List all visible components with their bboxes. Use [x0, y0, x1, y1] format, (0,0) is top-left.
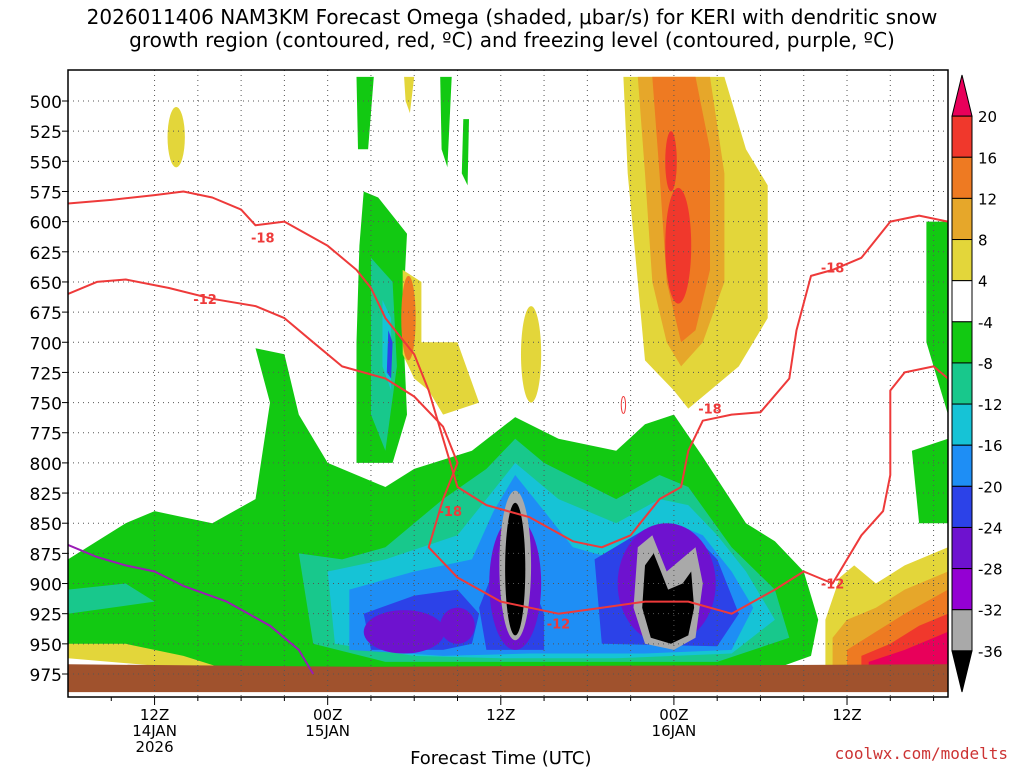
x-tick-label-3-0: 00Z [659, 706, 688, 724]
colorbar-bottom-triangle [951, 650, 973, 693]
colorbar-swatch-13 [951, 609, 973, 652]
colorbar: 20 16 12 8 4 -4 -8 -12 -16 -20 -24 -28 -32 -36 [951, 74, 1003, 693]
colorbar-label-9: -20 [978, 478, 1003, 496]
contour-label-2: -18 [439, 505, 463, 520]
dgz-minus12-contour [68, 278, 948, 615]
colorbar-top-triangle [951, 74, 973, 117]
y-tick-label-850: 850 [30, 515, 62, 535]
y-tick-label-575: 575 [30, 183, 62, 203]
x-tick-label-0-2: 2026 [135, 738, 173, 756]
colorbar-swatch-6 [951, 321, 973, 364]
dgz-small-contour [620, 396, 627, 414]
omega-green-upper-3 [461, 119, 469, 186]
omega-black-core-2 [642, 553, 695, 644]
omega-green-right [926, 221, 948, 415]
terrain-strip [68, 664, 948, 693]
colorbar-label-6: -8 [978, 355, 993, 373]
y-tick-label-825: 825 [30, 485, 62, 505]
omega-yellow-streak-2 [520, 306, 542, 403]
colorbar-swatch-4 [951, 239, 973, 282]
colorbar-label-12: -32 [978, 602, 1003, 620]
colorbar-swatch-2 [951, 156, 973, 199]
x-tick-label-4-0: 12Z [832, 706, 861, 724]
omega-yellow-upper-left [167, 107, 185, 168]
y-tick-label-925: 925 [30, 606, 62, 626]
chart-title: 2026011406 NAM3KM Forecast Omega (shaded… [0, 6, 1024, 52]
x-tick-label-1-0: 00Z [313, 706, 342, 724]
colorbar-swatch-8 [951, 403, 973, 446]
omega-green-upper-2 [440, 76, 452, 168]
colorbar-swatch-10 [951, 485, 973, 528]
contour-label-5: -18 [821, 261, 845, 276]
contour-label-1: -12 [193, 293, 217, 308]
omega-magenta-lowright [868, 631, 948, 674]
x-axis-label: Forecast Time (UTC) [410, 748, 591, 768]
y-tick-label-800: 800 [30, 455, 62, 475]
y-tick-label-900: 900 [30, 576, 62, 596]
omega-green-right-2 [911, 438, 948, 524]
omega-purple-core-1 [363, 610, 445, 654]
colorbar-label-11: -28 [978, 561, 1003, 579]
omega-yellow-upper-mid [404, 76, 415, 114]
contour-label-0: -18 [251, 231, 275, 246]
omega-orange-streak [401, 275, 416, 361]
y-tick-label-750: 750 [30, 395, 62, 415]
y-tick-label-875: 875 [30, 545, 62, 565]
grid-lines [68, 70, 948, 697]
plot-frame [67, 69, 949, 698]
contour-label-6: -12 [821, 578, 845, 593]
x-tick-label-1-1: 15JAN [305, 722, 350, 740]
colorbar-swatch-7 [951, 362, 973, 405]
freezing-level-contour [68, 543, 315, 675]
x-tick-label-3-1: 16JAN [652, 722, 697, 740]
x-tick-label-2-0: 12Z [486, 706, 515, 724]
title-line-2: growth region (contoured, red, ºC) and f… [129, 28, 895, 52]
y-tick-label-650: 650 [30, 274, 62, 294]
x-tick-label-0-0: 12Z [140, 706, 169, 724]
dgz-contours: -18 -12 -18 -12 -18 -18 -12 [68, 190, 948, 675]
title-line-1: 2026011406 NAM3KM Forecast Omega (shaded… [86, 5, 938, 29]
dgz-minus18-contour [68, 190, 948, 549]
colorbar-label-8: -16 [978, 437, 1003, 455]
colorbar-label-2: 12 [978, 190, 997, 208]
colorbar-label-10: -24 [978, 519, 1003, 537]
colorbar-label-1: 16 [978, 149, 997, 167]
y-tick-label-550: 550 [30, 153, 62, 173]
watermark: coolwx.com/modelts [834, 744, 1008, 763]
colorbar-label-0: 20 [978, 108, 997, 126]
omega-yellow-streak-1 [402, 269, 480, 415]
omega-red-core-1 [665, 187, 692, 304]
omega-teal-left [68, 583, 155, 614]
colorbar-swatch-9 [951, 444, 973, 487]
colorbar-label-4: 4 [978, 273, 988, 291]
omega-black-core-1 [505, 502, 526, 636]
y-tick-label-725: 725 [30, 364, 62, 384]
colorbar-label-3: 8 [978, 232, 988, 250]
colorbar-label-13: -36 [978, 643, 1003, 661]
colorbar-swatch-5 [951, 280, 973, 323]
colorbar-swatch-3 [951, 197, 973, 241]
y-tick-label-700: 700 [30, 334, 62, 354]
colorbar-swatch-11 [951, 526, 973, 570]
contour-label-4: -18 [698, 403, 722, 418]
y-tick-label-500: 500 [30, 93, 62, 113]
y-tick-label-625: 625 [30, 244, 62, 264]
y-tick-label-600: 600 [30, 214, 62, 234]
contour-label-3: -12 [547, 617, 571, 632]
colorbar-label-7: -12 [978, 396, 1003, 414]
y-tick-label-525: 525 [30, 123, 62, 143]
y-tick-label-975: 975 [30, 666, 62, 686]
colorbar-swatch-12 [951, 568, 973, 611]
y-tick-label-950: 950 [30, 636, 62, 656]
colorbar-label-5: -4 [978, 314, 993, 332]
omega-red-core-2 [665, 131, 677, 192]
colorbar-swatch-1 [951, 115, 973, 158]
y-tick-label-675: 675 [30, 304, 62, 324]
omega-green-upper-1 [356, 76, 374, 150]
y-tick-label-775: 775 [30, 425, 62, 445]
x-tick-label-0-1: 14JAN [132, 722, 177, 740]
